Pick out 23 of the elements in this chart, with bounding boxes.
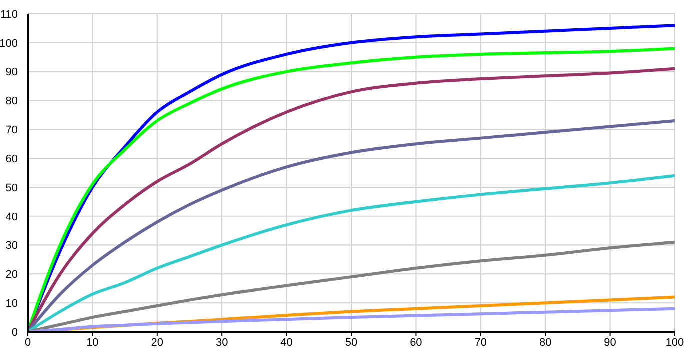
y-tick-label: 10 <box>6 298 18 310</box>
x-tick-label: 10 <box>86 336 99 349</box>
y-tick-label: 80 <box>6 96 18 108</box>
x-tick-label: 80 <box>539 336 552 349</box>
x-tick-label: 70 <box>474 336 488 349</box>
x-tick-label: 30 <box>216 336 228 349</box>
x-tick-label: 20 <box>151 336 164 349</box>
y-tick-label: 60 <box>6 153 18 166</box>
x-tick-label: 60 <box>410 336 422 349</box>
y-tick-label: 40 <box>6 211 18 224</box>
x-tick-label: 90 <box>604 336 616 349</box>
y-tick-label: 100 <box>0 38 18 50</box>
y-tick-label: 30 <box>6 240 18 252</box>
x-tick-label: 40 <box>280 336 293 349</box>
y-tick-label: 50 <box>6 182 18 194</box>
y-tick-label: 70 <box>6 124 18 137</box>
y-tick-label: 0 <box>12 326 18 339</box>
x-tick-label: 50 <box>345 336 358 349</box>
y-tick-label: 110 <box>0 8 18 21</box>
x-tick-label: 0 <box>24 336 32 349</box>
y-tick-label: 90 <box>6 66 18 79</box>
x-tick-label: 100 <box>666 336 684 349</box>
y-tick-label: 20 <box>6 269 18 282</box>
